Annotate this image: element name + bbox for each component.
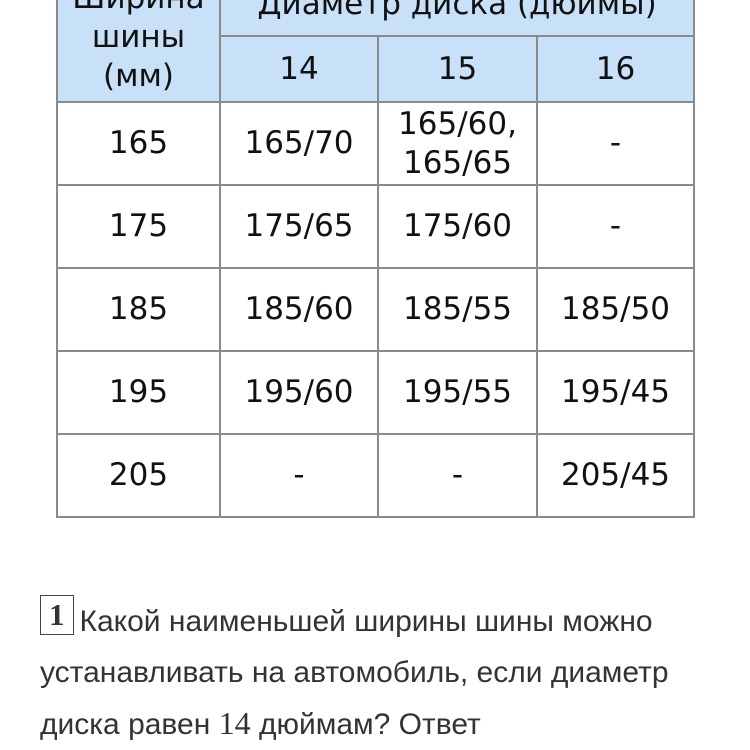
row-width-cell: 175 bbox=[56, 184, 221, 269]
tire-size-cell: 185/55 bbox=[377, 267, 538, 352]
tire-size-cell: - bbox=[377, 433, 538, 518]
question-1: 1 Какой наименьшей ширины шины можно уста… bbox=[40, 595, 730, 750]
tire-size-cell: 165/60, 165/65 bbox=[377, 101, 538, 186]
header-col-15: 15 bbox=[377, 35, 538, 103]
row-width-cell: 165 bbox=[56, 101, 221, 186]
tire-size-cell: 185/60 bbox=[219, 267, 379, 352]
tire-size-cell: 165/70 bbox=[219, 101, 379, 186]
header-col-16: 16 bbox=[536, 35, 695, 103]
table-row: 185 185/60 185/55 185/50 bbox=[56, 267, 695, 352]
question-text-before: Какой наименьшей ширины шины можно устан… bbox=[40, 605, 669, 741]
table-row: 165 165/70 165/60, 165/65- bbox=[56, 101, 695, 186]
question-value: 14 bbox=[218, 705, 251, 741]
tire-size-cell: 175/65 bbox=[219, 184, 379, 269]
tire-size-cell: 205/45 bbox=[536, 433, 695, 518]
tire-size-cell: 195/45 bbox=[536, 350, 695, 435]
header-rim-diameter: Диаметр диска (дюймы) bbox=[219, 0, 695, 37]
question-number: 1 bbox=[40, 595, 74, 635]
tire-size-cell: 185/50 bbox=[536, 267, 695, 352]
table-row: 175 175/65 175/60- bbox=[56, 184, 695, 269]
row-width-cell: 205 bbox=[56, 433, 221, 518]
tire-size-cell: - bbox=[536, 101, 695, 186]
tire-size-cell: 195/55 bbox=[377, 350, 538, 435]
tire-size-cell: - bbox=[219, 433, 379, 518]
tire-size-cell: 175/60 bbox=[377, 184, 538, 269]
row-width-cell: 195 bbox=[56, 350, 221, 435]
header-tire-width: Ширина шины (мм) bbox=[56, 0, 221, 103]
table-row: 195 195/60 195/55 195/45 bbox=[56, 350, 695, 435]
header-col-14: 14 bbox=[219, 35, 379, 103]
row-width-cell: 185 bbox=[56, 267, 221, 352]
tire-size-table: Ширина шины (мм) Диаметр диска (дюймы) 1… bbox=[56, 0, 695, 518]
tire-size-cell: - bbox=[536, 184, 695, 269]
table-row: 205- -205/45 bbox=[56, 433, 695, 518]
question-text-after: дюймам? Ответ bbox=[250, 708, 481, 741]
tire-size-cell: 195/60 bbox=[219, 350, 379, 435]
